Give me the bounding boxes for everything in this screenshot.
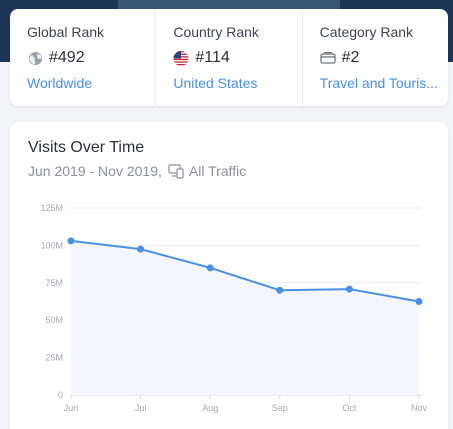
x-tick-label: Aug — [202, 403, 218, 413]
x-tick-label: Oct — [342, 403, 357, 413]
country-rank-title: Country Rank — [173, 24, 259, 40]
country-rank-value: #114 — [195, 49, 230, 66]
x-tick-label: Nov — [411, 403, 428, 413]
y-tick-label: 100M — [40, 240, 63, 250]
y-tick-label: 25M — [45, 353, 63, 363]
data-point — [415, 298, 423, 305]
x-tick-label: Sep — [272, 403, 288, 413]
y-tick-label: 125M — [40, 203, 63, 213]
date-range: Jun 2019 - Nov 2019, — [28, 163, 162, 179]
data-point — [345, 285, 353, 293]
active-tab-indicator — [118, 0, 340, 9]
visits-subtitle: Jun 2019 - Nov 2019, All Traffic — [28, 163, 246, 179]
y-tick-label: 0 — [58, 390, 63, 400]
data-point — [67, 237, 75, 245]
visits-title: Visits Over Time — [28, 139, 145, 156]
category-rank-title: Category Rank — [319, 24, 414, 40]
area-fill — [71, 240, 419, 395]
visits-over-time-card: Visits Over Time Jun 2019 - Nov 2019, Al… — [10, 122, 448, 429]
global-rank-value: #492 — [49, 49, 85, 66]
devices-icon — [168, 163, 184, 179]
y-tick-label: 50M — [45, 315, 63, 325]
globe-icon — [27, 50, 43, 66]
rank-summary-card: Global Rank #492 Worldwide Country Rank — [10, 9, 448, 106]
category-rank: Category Rank #2 Travel and Touris... — [301, 9, 448, 106]
x-tick-label: Jun — [64, 403, 79, 413]
visits-chart: 0 25M 50M 75M 100M 125M Jun Jul Aug Sep Oct Nov — [40, 203, 428, 413]
series-line — [70, 239, 420, 303]
country-rank-link[interactable]: United States — [173, 75, 258, 91]
traffic-filter-label[interactable]: All Traffic — [188, 163, 247, 179]
category-rank-link[interactable]: Travel and Touris... — [319, 75, 438, 91]
y-tick-label: 75M — [45, 278, 63, 288]
data-point — [276, 286, 284, 294]
category-icon — [320, 50, 336, 66]
country-rank: Country Rank #114 — [155, 9, 301, 106]
x-tick-label: Jul — [135, 403, 147, 413]
data-point — [137, 245, 145, 253]
category-rank-value: #2 — [341, 49, 360, 66]
global-rank: Global Rank #492 Worldwide — [10, 9, 155, 106]
global-rank-title: Global Rank — [27, 24, 105, 40]
global-rank-link[interactable]: Worldwide — [27, 75, 93, 91]
data-point — [206, 264, 214, 272]
us-flag-icon — [173, 50, 189, 66]
